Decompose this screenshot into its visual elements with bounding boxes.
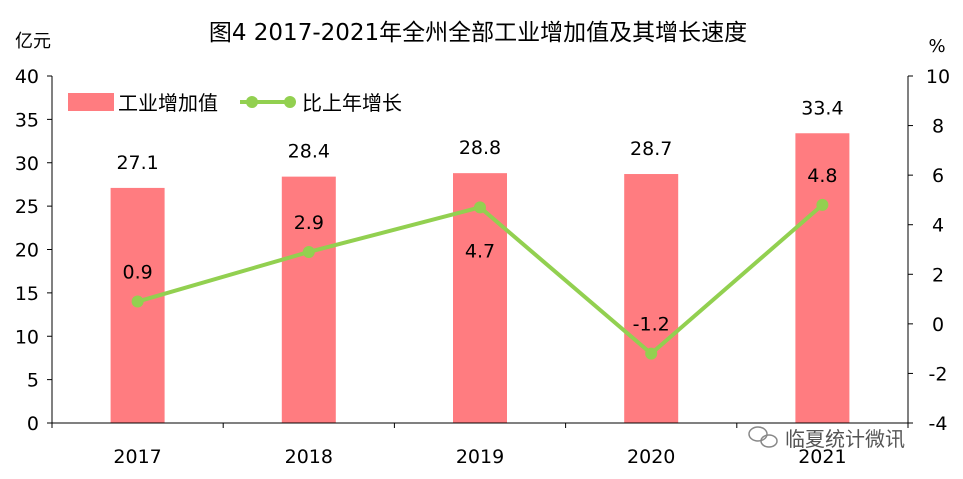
legend-bar-label: 工业增加值 bbox=[118, 91, 218, 115]
left-tick-label: 0 bbox=[27, 413, 39, 435]
growth-point-2021 bbox=[816, 198, 829, 211]
growth-label-2019: 4.7 bbox=[465, 240, 495, 262]
left-tick-label: 40 bbox=[15, 66, 39, 88]
growth-point-2020 bbox=[645, 347, 658, 360]
bar-label-2019: 28.8 bbox=[459, 137, 501, 159]
x-tick-label: 2017 bbox=[113, 446, 161, 468]
bar-2021 bbox=[795, 133, 850, 423]
right-tick-label: 4 bbox=[932, 215, 944, 237]
left-tick-label: 5 bbox=[27, 370, 39, 392]
watermark-text: 临夏统计微讯 bbox=[785, 427, 905, 451]
watermark: 临夏统计微讯 bbox=[748, 426, 905, 451]
left-tick-label: 30 bbox=[15, 153, 39, 175]
right-tick-label: -4 bbox=[929, 413, 948, 435]
bar-2018 bbox=[281, 176, 336, 423]
bar-2019 bbox=[453, 173, 507, 423]
x-tick-label: 2021 bbox=[798, 446, 846, 468]
growth-label-2020: -1.2 bbox=[633, 314, 670, 336]
growth-label-2021: 4.8 bbox=[807, 165, 837, 187]
legend-line-label: 比上年增长 bbox=[302, 91, 402, 115]
x-tick-label: 2019 bbox=[456, 446, 504, 468]
bar-2020 bbox=[624, 174, 679, 423]
legend-line-marker bbox=[284, 96, 296, 108]
bar-label-2018: 28.4 bbox=[288, 141, 330, 163]
left-tick-label: 10 bbox=[15, 326, 39, 348]
left-tick-label: 25 bbox=[15, 196, 39, 218]
growth-label-2018: 2.9 bbox=[294, 212, 324, 234]
right-axis-unit: % bbox=[928, 36, 945, 57]
left-tick-label: 20 bbox=[15, 240, 39, 262]
left-tick-label: 15 bbox=[15, 283, 39, 305]
left-tick-label: 35 bbox=[15, 109, 39, 131]
growth-point-2018 bbox=[302, 245, 315, 258]
chart-title: 图4 2017-2021年全州全部工业增加值及其增长速度 bbox=[209, 20, 747, 46]
bar-label-2020: 28.7 bbox=[630, 138, 672, 160]
right-tick-label: 8 bbox=[932, 116, 944, 138]
left-axis-unit: 亿元 bbox=[15, 31, 51, 52]
right-tick-label: 0 bbox=[932, 314, 944, 336]
wechat-icon bbox=[748, 426, 778, 448]
right-tick-label: 6 bbox=[932, 165, 944, 187]
right-tick-label: 2 bbox=[932, 264, 944, 286]
bar-label-2017: 27.1 bbox=[116, 152, 158, 174]
right-tick-label: 10 bbox=[926, 66, 950, 88]
x-tick-label: 2020 bbox=[627, 446, 675, 468]
growth-point-2019 bbox=[474, 201, 486, 214]
bar-label-2021: 33.4 bbox=[801, 97, 843, 119]
right-tick-label: -2 bbox=[929, 363, 948, 385]
legend-line-marker bbox=[246, 96, 258, 108]
growth-point-2017 bbox=[131, 295, 144, 308]
x-tick-label: 2018 bbox=[285, 446, 333, 468]
legend-bar-swatch bbox=[68, 93, 114, 111]
growth-label-2017: 0.9 bbox=[122, 262, 152, 284]
